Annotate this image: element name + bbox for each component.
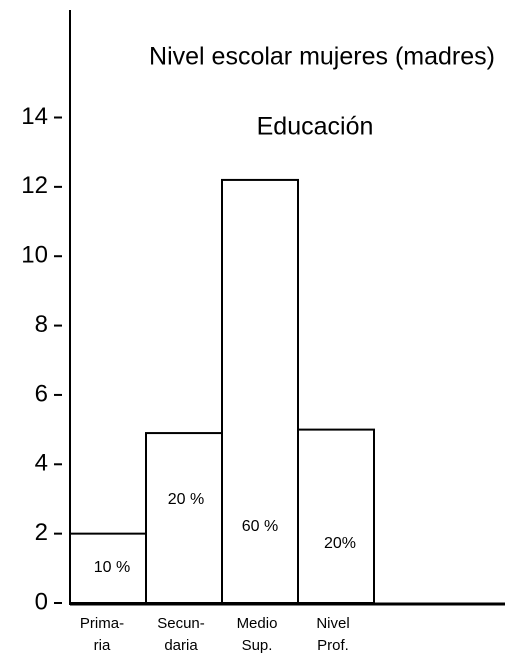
bar-annotation: 20% [324,535,356,552]
chart-subtitle: Educación [257,113,374,141]
y-tick-label: 10 [21,242,48,269]
y-tick-label: 14 [21,103,48,130]
bar [297,428,375,604]
x-tick-label: Medio [237,615,278,632]
x-tick-label: Sup. [242,637,273,654]
x-tick-label: Nivel [316,615,349,632]
bar-annotation: 10 % [94,559,130,576]
bar-annotation: 60 % [242,518,278,535]
x-tick-label: daria [164,637,198,654]
bar [221,178,299,604]
x-tick-label: Prof. [317,637,349,654]
chart-title: Nivel escolar mujeres (madres) [149,43,495,71]
bar [145,432,223,604]
y-tick-label: 8 [35,311,48,338]
y-tick-label: 0 [35,588,48,615]
x-tick-label: Prima- [80,615,124,632]
x-tick-label: Secun- [157,615,205,632]
y-tick-label: 4 [35,450,48,477]
y-tick-label: 2 [35,519,48,546]
x-tick-label: ria [94,637,111,654]
y-tick-label: 6 [35,380,48,407]
bar-annotation: 20 % [168,491,204,508]
y-tick-label: 12 [21,172,48,199]
